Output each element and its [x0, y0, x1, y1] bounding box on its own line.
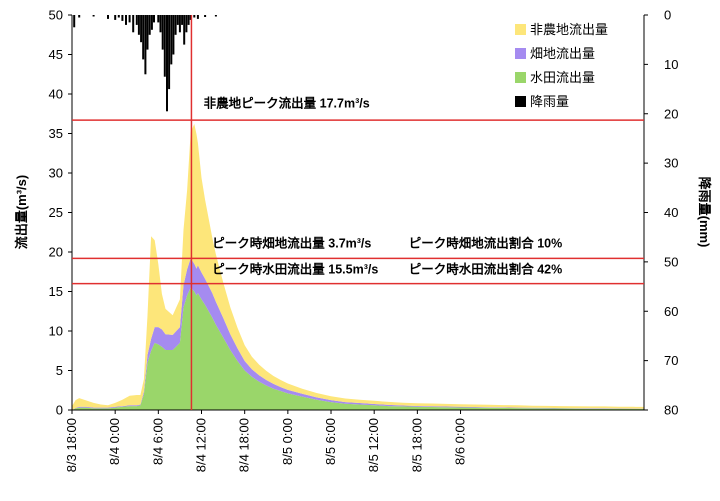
y2-tick-label-0: 0	[664, 8, 671, 23]
area-series-2	[72, 124, 644, 410]
rain-bar-8	[128, 15, 131, 23]
y2-tick-label-4: 40	[664, 205, 678, 220]
rain-bar-6	[121, 15, 124, 21]
rain-bar-10	[135, 15, 138, 25]
annotation-0: 非農地ピーク流出量 17.7m³/s	[204, 95, 370, 110]
rain-bar-24	[168, 15, 171, 90]
legend-label-3: 降雨量	[530, 94, 569, 109]
rain-bar-13	[142, 15, 145, 60]
legend-swatch-2	[515, 72, 526, 83]
reference-line-layer	[72, 15, 644, 410]
rain-bar-12	[140, 15, 143, 43]
annotation-layer: 非農地ピーク流出量 17.7m³/s ピーク時畑地流出量 3.7m³/s ピーク時畑…	[204, 95, 563, 276]
rain-bar-28	[176, 15, 179, 25]
stacked-area-layer	[72, 124, 644, 410]
y-tick-label-8: 40	[49, 87, 63, 102]
rain-bar-38	[214, 15, 217, 17]
legend-swatch-0	[515, 24, 526, 35]
y2-tick-label-5: 50	[664, 254, 678, 269]
rain-bar-29	[178, 15, 181, 33]
x-tick-label-8: 8/5 18:00	[409, 418, 424, 472]
y2-tick-label-3: 30	[664, 156, 678, 171]
rain-bar-9	[132, 15, 135, 33]
rain-bar-27	[174, 15, 177, 35]
rain-bar-25	[170, 15, 173, 65]
rain-bar-32	[185, 15, 188, 33]
rain-bar-2	[92, 15, 95, 17]
y-tick-label-2: 10	[49, 324, 63, 339]
y-tick-label-6: 30	[49, 166, 63, 181]
legend-label-1: 畑地流出量	[530, 46, 595, 61]
rain-bar-26	[172, 15, 175, 55]
y-tick-label-0: 0	[56, 403, 63, 418]
rain-bar-18	[153, 15, 155, 23]
rain-bar-5	[117, 15, 120, 18]
annotation-4: ピーク時水田流出割合 42%	[409, 261, 562, 276]
y-tick-label-5: 25	[49, 205, 63, 220]
legend-label-0: 非農地流出量	[530, 22, 608, 37]
x-tick-label-0: 8/3 18:00	[64, 418, 79, 472]
rain-bar-15	[146, 15, 149, 50]
legend-label-2: 水田流出量	[530, 70, 595, 85]
rain-bar-21	[161, 15, 164, 50]
legend-swatch-1	[515, 48, 526, 59]
x-tick-label-3: 8/4 12:00	[194, 418, 209, 472]
rain-bar-30	[181, 15, 184, 25]
legend-swatch-3	[515, 96, 526, 107]
rain-bar-14	[144, 15, 147, 75]
rainfall-bar-layer	[73, 15, 217, 112]
rain-bar-35	[193, 15, 196, 18]
y2-tick-label-1: 10	[664, 57, 678, 72]
x-tick-label-2: 8/4 6:00	[150, 418, 165, 465]
rain-bar-31	[183, 15, 186, 45]
rain-bar-22	[163, 15, 166, 77]
rain-bar-20	[159, 15, 162, 33]
rain-bar-36	[196, 15, 199, 19]
y2-axis-label: 降雨量(mm)	[697, 177, 712, 248]
rain-bar-37	[204, 15, 207, 17]
annotation-2: ピーク時畑地流出割合 10%	[409, 235, 562, 250]
rain-bar-16	[148, 15, 151, 35]
rain-bar-11	[137, 15, 140, 35]
x-tick-label-1: 8/4 0:00	[107, 418, 122, 465]
y2-tick-label-6: 60	[664, 304, 678, 319]
y2-tick-label-2: 20	[664, 106, 678, 121]
x-tick-label-5: 8/5 0:00	[280, 418, 295, 465]
rain-bar-4	[114, 15, 117, 20]
y-tick-label-3: 15	[49, 284, 63, 299]
y-tick-label-9: 45	[49, 47, 63, 62]
rain-bar-17	[150, 15, 153, 30]
annotation-1: ピーク時畑地流出量 3.7m³/s	[212, 235, 371, 250]
x-tick-label-7: 8/5 12:00	[366, 418, 381, 472]
rain-bar-1	[78, 15, 81, 18]
annotation-3: ピーク時水田流出量 15.5m³/s	[212, 261, 378, 276]
rain-bar-33	[187, 15, 190, 25]
y-tick-label-10: 50	[49, 8, 63, 23]
rain-bar-19	[157, 15, 160, 23]
rain-bar-3	[107, 15, 109, 19]
y-axis-label: 流出量(m³/s)	[14, 175, 29, 249]
x-tick-label-6: 8/5 6:00	[323, 418, 338, 465]
axes-layer: 0 5 10 15 20 25 30 35 40 45 50 0 10 20 30 40 50 60 70 80 8/3…	[49, 8, 679, 473]
x-tick-label-4: 8/4 18:00	[237, 418, 252, 472]
rain-bar-23	[166, 15, 168, 112]
y2-tick-label-7: 70	[664, 353, 678, 368]
y-tick-label-4: 20	[49, 245, 63, 260]
y2-tick-label-8: 80	[664, 403, 678, 418]
area-series-0	[72, 287, 644, 410]
x-tick-label-9: 8/6 0:00	[453, 418, 468, 465]
y-tick-label-1: 5	[56, 363, 63, 378]
rain-bar-7	[125, 15, 127, 25]
rain-bar-0	[73, 15, 76, 28]
y-tick-label-7: 35	[49, 126, 63, 141]
